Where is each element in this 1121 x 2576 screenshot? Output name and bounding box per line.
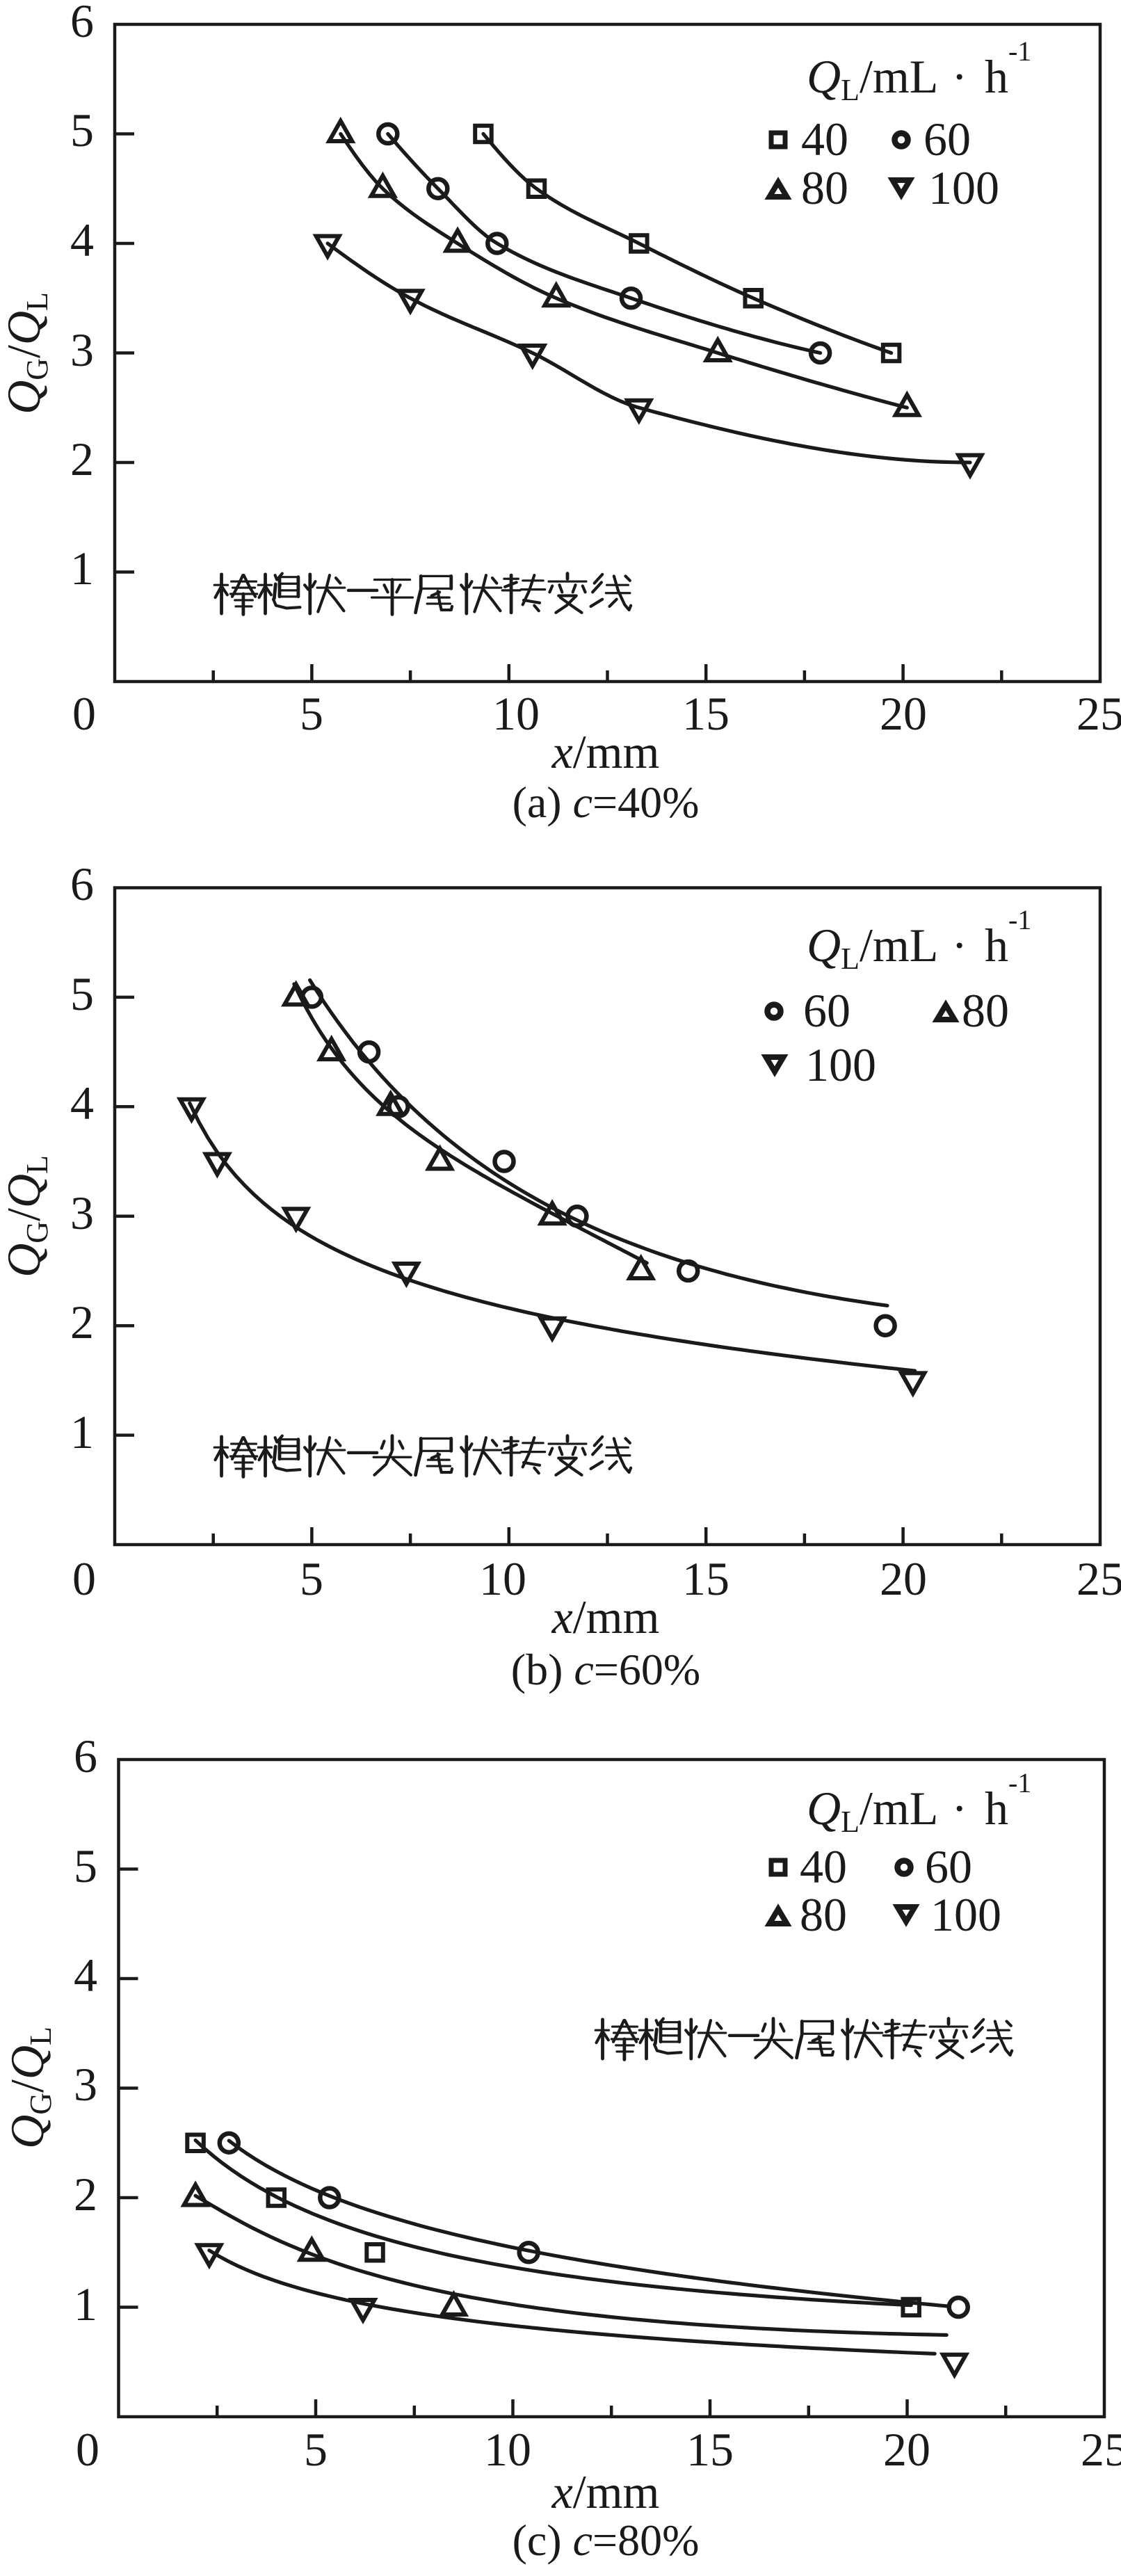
svg-text:QL/mL · h-1: QL/mL · h-1 (807, 904, 1031, 976)
svg-text:5: 5 (300, 687, 323, 740)
svg-text:20: 20 (880, 1552, 927, 1605)
svg-text:6: 6 (70, 858, 94, 910)
svg-text:QG/QL: QG/QL (1, 2027, 58, 2149)
svg-text:20: 20 (883, 2423, 930, 2476)
svg-text:4: 4 (70, 214, 94, 266)
svg-text:100: 100 (930, 1888, 1001, 1941)
svg-text:x/mm: x/mm (551, 2465, 660, 2518)
svg-text:6: 6 (70, 0, 94, 47)
svg-text:20: 20 (880, 687, 927, 740)
svg-text:5: 5 (74, 1840, 97, 1892)
svg-text:QG/QL: QG/QL (0, 292, 54, 414)
svg-text:80: 80 (801, 161, 848, 214)
svg-text:60: 60 (924, 113, 971, 166)
svg-text:25: 25 (1081, 2423, 1121, 2476)
svg-text:1: 1 (70, 1406, 94, 1458)
svg-text:5: 5 (304, 2423, 328, 2476)
svg-text:(c) c=80%: (c) c=80% (513, 2515, 700, 2565)
svg-text:25: 25 (1076, 1552, 1121, 1605)
svg-text:80: 80 (800, 1888, 847, 1941)
svg-text:1: 1 (70, 542, 94, 595)
svg-text:0: 0 (72, 1552, 96, 1605)
svg-text:3: 3 (74, 2058, 97, 2111)
svg-text:(a) c=40%: (a) c=40% (513, 778, 700, 827)
svg-text:40: 40 (801, 113, 848, 166)
svg-text:2: 2 (74, 2168, 97, 2221)
svg-text:4: 4 (70, 1077, 94, 1129)
svg-text:100: 100 (805, 1038, 876, 1091)
svg-text:5: 5 (300, 1552, 323, 1605)
svg-text:10: 10 (492, 687, 540, 740)
svg-text:0: 0 (72, 687, 96, 740)
svg-text:15: 15 (682, 687, 729, 740)
svg-text:60: 60 (803, 984, 850, 1037)
svg-text:40: 40 (800, 1840, 847, 1893)
svg-text:QG/QL: QG/QL (0, 1155, 54, 1278)
svg-text:100: 100 (928, 161, 999, 214)
svg-text:2: 2 (70, 1296, 94, 1349)
svg-text:x/mm: x/mm (551, 1591, 660, 1643)
svg-text:15: 15 (686, 2423, 734, 2476)
svg-text:1: 1 (74, 2278, 97, 2331)
svg-text:2: 2 (70, 433, 94, 485)
svg-text:60: 60 (925, 1840, 972, 1893)
svg-text:4: 4 (74, 1949, 97, 2002)
svg-text:3: 3 (70, 1186, 94, 1239)
svg-text:(b) c=60%: (b) c=60% (511, 1645, 700, 1694)
svg-text:10: 10 (484, 2423, 531, 2476)
svg-text:5: 5 (70, 967, 94, 1020)
svg-text:10: 10 (479, 1552, 526, 1605)
svg-text:15: 15 (682, 1552, 729, 1605)
svg-text:5: 5 (70, 104, 94, 156)
svg-text:6: 6 (74, 1730, 97, 1782)
svg-text:QL/mL · h-1: QL/mL · h-1 (807, 1767, 1031, 1839)
svg-text:x/mm: x/mm (551, 725, 660, 778)
svg-text:3: 3 (70, 323, 94, 376)
svg-text:80: 80 (962, 984, 1009, 1037)
svg-text:25: 25 (1076, 687, 1121, 740)
svg-text:QL/mL · h-1: QL/mL · h-1 (807, 35, 1031, 107)
svg-text:0: 0 (76, 2423, 99, 2476)
